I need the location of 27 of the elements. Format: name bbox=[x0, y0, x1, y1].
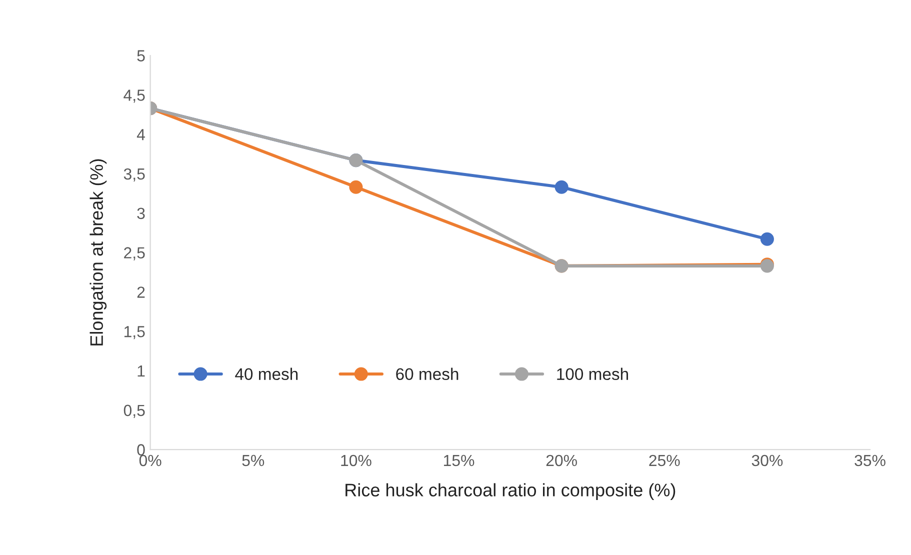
y-tick-label: 3,5 bbox=[124, 168, 145, 182]
x-tick-label: 5% bbox=[242, 454, 264, 466]
x-tick-label: 20% bbox=[546, 454, 577, 466]
legend-label: 60 mesh bbox=[396, 368, 458, 380]
y-tick-label: 0,5 bbox=[124, 404, 145, 418]
x-tick-label: 35% bbox=[854, 454, 886, 466]
x-tick-label: 30% bbox=[752, 454, 783, 466]
y-axis-title: Elongation at break (%) bbox=[90, 159, 107, 346]
y-tick-label: 3 bbox=[137, 208, 145, 220]
y-tick-label: 2,5 bbox=[124, 247, 145, 260]
legend-label: 40 mesh bbox=[235, 368, 298, 380]
y-tick-label: 2 bbox=[137, 286, 145, 298]
x-tick-label: 25% bbox=[649, 454, 680, 466]
x-tick-label: 15% bbox=[444, 454, 474, 466]
point bbox=[554, 180, 568, 194]
x-tick-label: 0% bbox=[139, 454, 162, 466]
point bbox=[760, 232, 774, 246]
x-axis-title: Rice husk charcoal ratio in composite (%) bbox=[346, 483, 676, 500]
y-tick-label: 4,5 bbox=[124, 90, 145, 103]
y-tick-label: 4 bbox=[136, 129, 145, 140]
y-tick-label: 1 bbox=[138, 366, 145, 377]
y-tick-label: 1,5 bbox=[124, 326, 145, 340]
legend-label: 100 mesh bbox=[557, 368, 628, 380]
point bbox=[349, 180, 363, 194]
y-tick-label: 5 bbox=[137, 50, 145, 62]
y-tick-label: 0 bbox=[137, 444, 145, 456]
x-tick-label: 10% bbox=[341, 454, 372, 466]
